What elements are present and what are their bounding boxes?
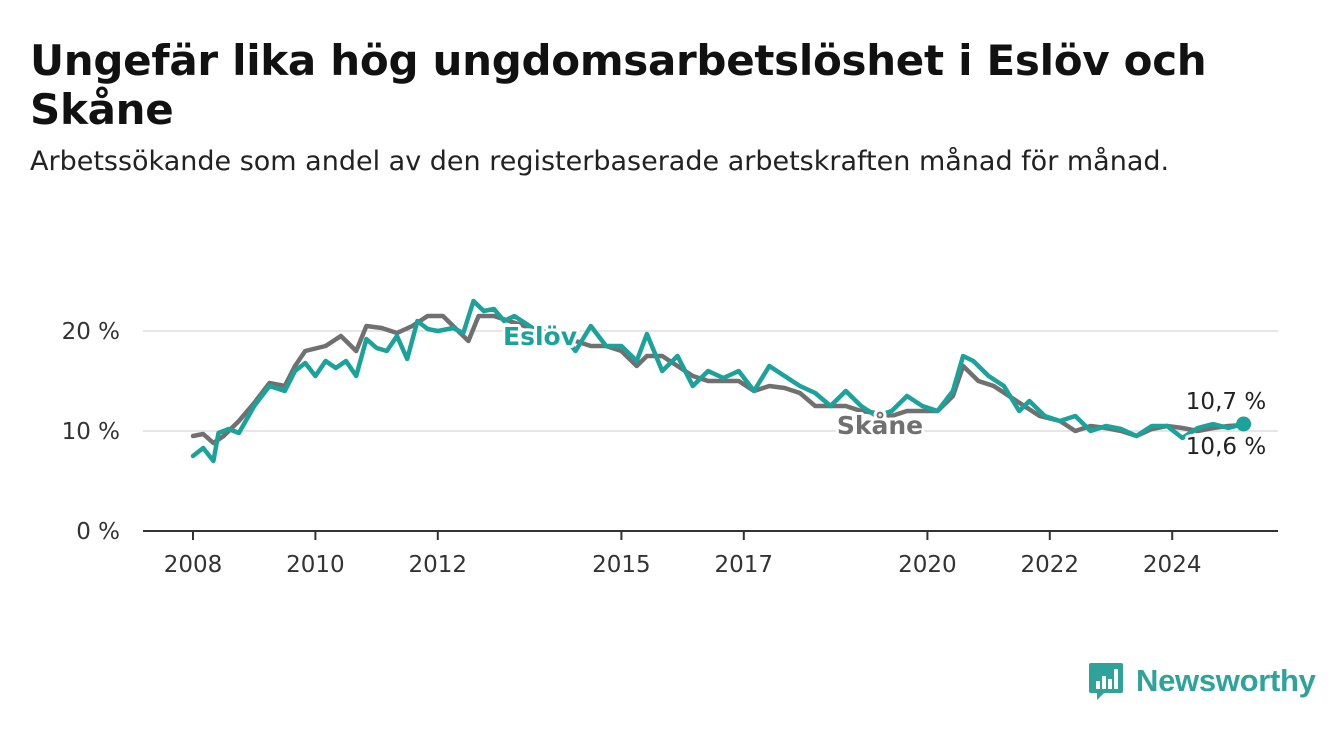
y-tick-label: 10 %	[62, 419, 120, 445]
x-tick-label: 2022	[1021, 552, 1080, 578]
newsworthy-logo: Newsworthy	[1088, 659, 1316, 703]
chart-labels: 0 % 10 % 20 % 2008 2010 2012 2015 2017 2020 2022 2…	[62, 319, 1270, 578]
end-value-label: 10,7 %	[1186, 389, 1266, 415]
newsworthy-chart-icon	[1089, 663, 1123, 700]
x-tick-label: 2017	[715, 552, 774, 578]
x-tick-label: 2010	[286, 552, 345, 578]
y-tick-label: 20 %	[62, 319, 120, 345]
y-tick-label: 0 %	[76, 519, 120, 545]
series-line-eslv	[190, 298, 1246, 464]
x-tick-label: 2015	[592, 552, 651, 578]
series-label-eslv: Eslöv	[503, 322, 577, 351]
chart-title: Ungefär lika hög ungdomsarbetslöshet i E…	[30, 36, 1207, 134]
x-tick-label: 2024	[1143, 552, 1202, 578]
axes	[143, 530, 1278, 540]
series-lines	[190, 298, 1252, 464]
x-tick-label: 2008	[164, 552, 223, 578]
chart-subtitle: Arbetssökande som andel av den registerb…	[30, 146, 1170, 177]
end-point-eslov	[1236, 416, 1252, 432]
x-tick-label: 2020	[898, 552, 957, 578]
end-value-label: 10,6 %	[1186, 434, 1266, 460]
logo-text: Newsworthy	[1136, 663, 1316, 698]
series-label-skne: Skåne	[837, 411, 923, 440]
x-tick-label: 2012	[409, 552, 468, 578]
